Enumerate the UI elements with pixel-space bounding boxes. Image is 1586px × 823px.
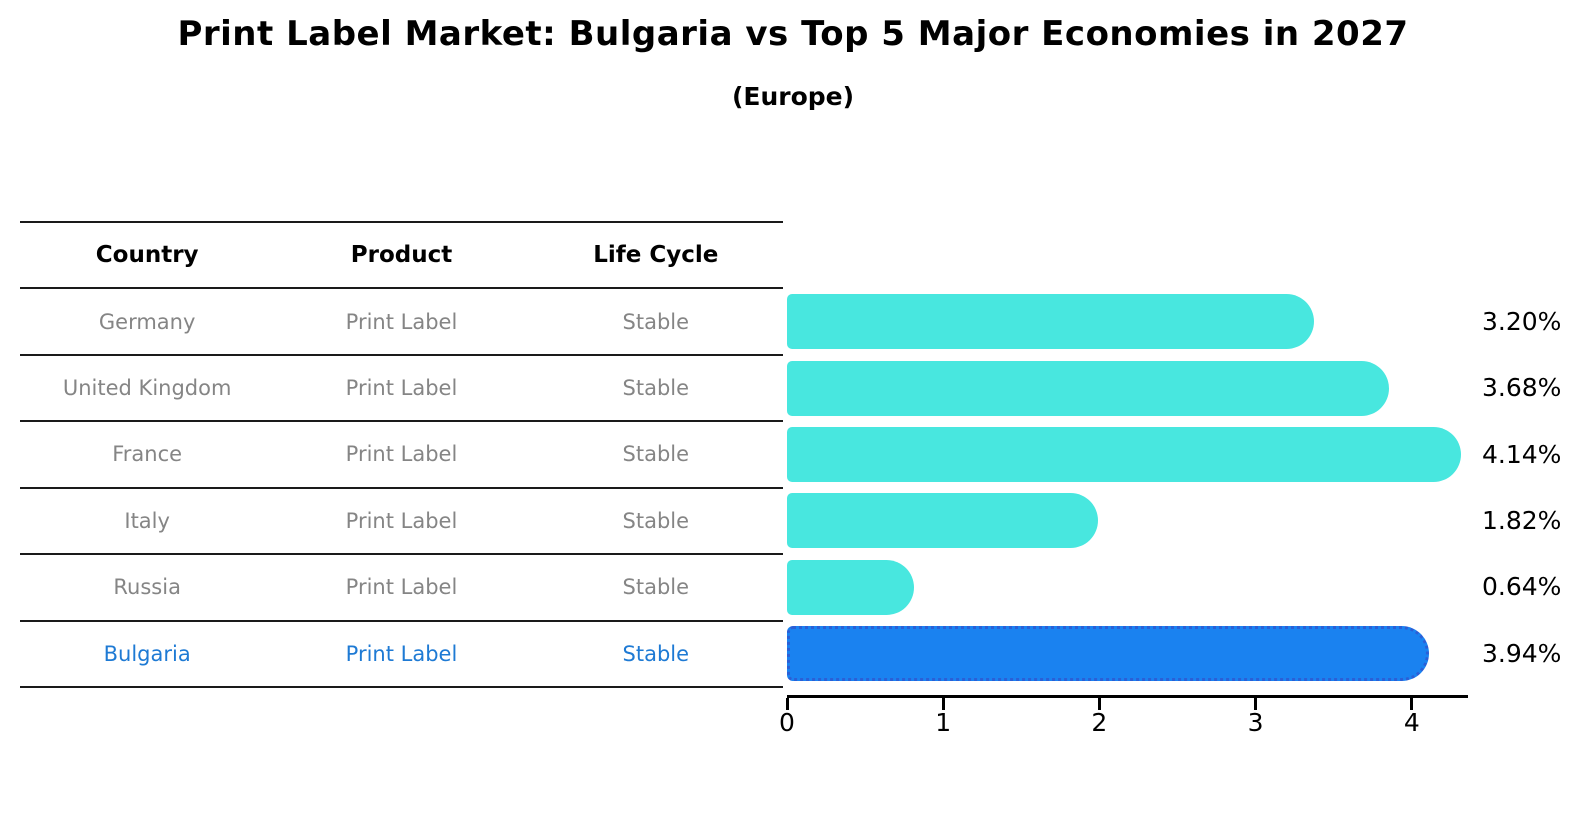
value-label: 3.20%: [1482, 306, 1562, 336]
table-cell-life-cycle: Stable: [622, 575, 690, 600]
bar-france: [787, 427, 1461, 482]
table-cell-product: Print Label: [345, 641, 458, 666]
column-header-life-cycle: Life Cycle: [593, 242, 719, 269]
row-separator: [20, 221, 783, 223]
table-cell-product: Print Label: [345, 376, 458, 401]
bar-germany: [787, 294, 1314, 350]
header-row: Country Product Life Cycle: [20, 222, 783, 288]
row-separator: [20, 420, 783, 423]
row-separator: [20, 553, 783, 556]
row-separator: [20, 287, 783, 290]
column-header-country: Country: [95, 242, 199, 269]
bar-russia: [787, 559, 914, 615]
table-cell-product: Print Label: [345, 309, 458, 334]
table-cell-country: Russia: [113, 575, 181, 600]
table-cell-life-cycle: Stable: [622, 309, 690, 334]
bar-chart: 3.20% 3.68% 4.14% 1.82% 0.64% 3.94% 0 1 2 3 4: [779, 222, 1561, 737]
table-cell-life-cycle: Stable: [622, 508, 690, 533]
x-tick: [941, 698, 945, 710]
row-separator: [20, 486, 783, 489]
value-label: 3.94%: [1482, 638, 1562, 668]
row-separator: [20, 353, 783, 356]
bar-italy: [787, 493, 1099, 549]
x-tick-label: 1: [935, 708, 952, 737]
value-label: 1.82%: [1482, 505, 1562, 535]
table-cell-life-cycle: Stable: [622, 641, 690, 666]
x-tick-label: 4: [1403, 708, 1420, 737]
value-label: 3.68%: [1482, 373, 1562, 403]
x-tick-label: 2: [1091, 708, 1108, 737]
table-cell-life-cycle: Stable: [622, 442, 690, 467]
x-tick: [1254, 698, 1258, 710]
table-cell-country: France: [112, 442, 183, 467]
chart-title: Print Label Market: Bulgaria vs Top 5 Ma…: [177, 14, 1409, 54]
table-row: United Kingdom Print Label Stable: [20, 355, 783, 421]
table-cell-country: Italy: [124, 508, 170, 533]
table-cell-product: Print Label: [345, 508, 458, 533]
table-row: Russia Print Label Stable: [20, 554, 783, 620]
table-row: Italy Print Label Stable: [20, 488, 783, 554]
column-header-product: Product: [350, 242, 453, 269]
bar-bulgaria: [787, 626, 1430, 682]
table-row: France Print Label Stable: [20, 421, 783, 487]
table-row: Bulgaria Print Label Stable: [20, 621, 783, 687]
x-tick-label: 3: [1247, 708, 1264, 737]
x-axis-line: [787, 695, 1468, 698]
chart-subtitle: (Europe): [731, 82, 855, 111]
table-cell-country: Germany: [98, 309, 196, 334]
table-row: Germany Print Label Stable: [20, 288, 783, 354]
table-cell-country: United Kingdom: [62, 376, 232, 401]
x-tick: [1097, 698, 1101, 710]
row-separator: [20, 686, 783, 688]
value-label: 4.14%: [1482, 439, 1562, 469]
country-table: Country Product Life Cycle Germany Print Lab…: [20, 221, 783, 688]
x-tick: [785, 698, 789, 710]
row-separator: [20, 619, 783, 622]
x-tick-label: 0: [779, 708, 795, 737]
value-label: 0.64%: [1482, 572, 1562, 602]
table-cell-life-cycle: Stable: [622, 376, 690, 401]
bar-united-kingdom: [787, 360, 1389, 416]
table-cell-product: Print Label: [345, 442, 458, 467]
x-tick: [1410, 698, 1414, 710]
table-cell-product: Print Label: [345, 575, 458, 600]
table-cell-country: Bulgaria: [103, 641, 191, 666]
